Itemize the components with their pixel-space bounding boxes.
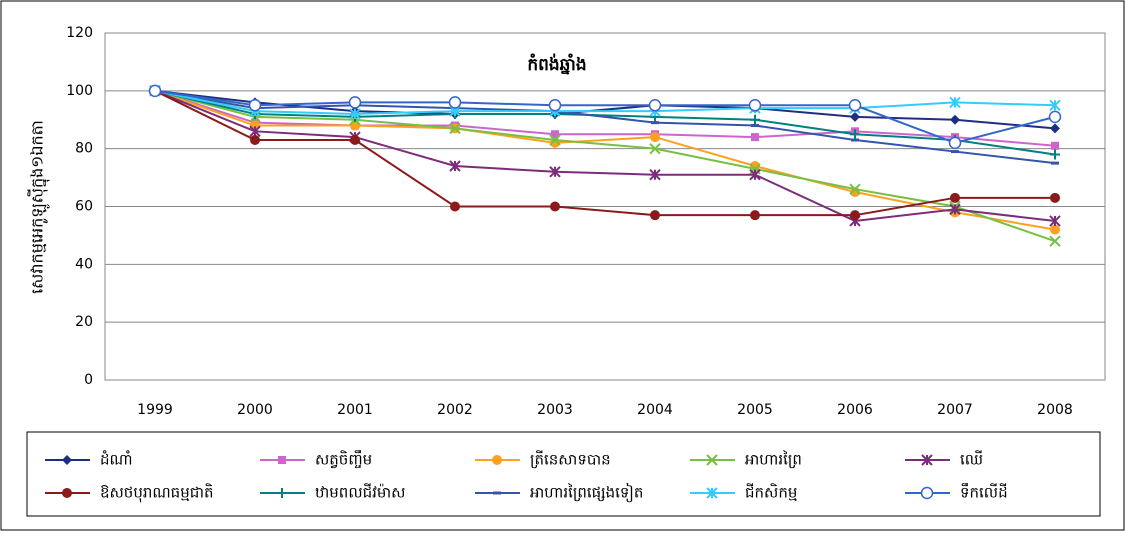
data-point (1051, 141, 1059, 150)
data-point (548, 99, 562, 112)
legend-marker (278, 456, 286, 464)
x-tick-label: 2008 (1037, 402, 1073, 418)
data-point (649, 168, 661, 181)
y-tick-label: 20 (75, 314, 93, 330)
data-point (348, 96, 362, 109)
legend-marker (62, 488, 72, 498)
legend-label: ត្រីនេសាទបាន (530, 450, 611, 469)
data-point (1048, 110, 1062, 124)
data-point (649, 142, 661, 155)
legend-marker (920, 486, 934, 500)
x-tick-label: 2003 (537, 402, 573, 418)
data-point (549, 134, 561, 146)
legend-label: ដំណាំ (100, 450, 133, 469)
x-tick-label: 2004 (637, 402, 673, 418)
legend-label: អាហារព្រៃ (745, 450, 802, 469)
data-point (748, 99, 762, 112)
data-point (1050, 149, 1060, 160)
series-line (154, 89, 1056, 115)
data-point (349, 108, 361, 120)
data-point (849, 183, 861, 195)
x-tick-label: 1999 (137, 402, 173, 418)
series-line (154, 89, 1056, 147)
data-point (1050, 224, 1060, 235)
data-point (1049, 215, 1061, 227)
x-tick-label: 2006 (837, 402, 873, 418)
legend-marker (277, 488, 287, 498)
data-point (648, 99, 662, 112)
data-point (650, 132, 660, 143)
data-point (850, 111, 860, 122)
x-tick-label: 2007 (937, 402, 973, 418)
data-point (1050, 192, 1060, 203)
data-point (850, 129, 860, 140)
data-point (750, 114, 760, 125)
series-line (154, 89, 1056, 156)
series-line (154, 89, 1055, 217)
series-line (154, 89, 1056, 165)
data-point (148, 84, 162, 98)
x-tick-label: 2002 (437, 402, 473, 418)
legend-marker (492, 455, 502, 465)
legend-marker (921, 454, 933, 466)
data-point (550, 201, 560, 212)
data-point (949, 96, 961, 109)
y-tick-label: 100 (66, 83, 93, 99)
y-tick-label: 40 (75, 256, 93, 272)
chart-title: កំពង់ឆ្នាំង (527, 53, 586, 75)
legend-box (26, 431, 1101, 517)
data-point (1049, 99, 1061, 111)
data-point (949, 203, 961, 216)
legend-marker (706, 487, 718, 499)
series-line (154, 89, 1056, 243)
data-point (450, 201, 460, 212)
data-point (850, 210, 860, 221)
data-point (549, 166, 561, 178)
y-tick-label: 120 (66, 25, 93, 41)
data-point (248, 99, 262, 112)
legend-marker (62, 455, 72, 465)
data-point (448, 96, 462, 109)
legend-marker (706, 454, 718, 466)
legend-label: សត្វចិញ្ចឹម (315, 450, 372, 469)
data-point (750, 210, 760, 221)
data-point (848, 99, 862, 112)
y-tick-label: 0 (84, 372, 93, 388)
data-point (948, 136, 962, 150)
data-point (449, 160, 461, 172)
data-point (350, 134, 360, 145)
data-point (950, 192, 960, 203)
y-tick-label: 80 (75, 141, 93, 157)
data-point (449, 122, 461, 135)
data-point (749, 168, 761, 181)
legend-label: ឋាមពលជីវម៉ាស (315, 483, 405, 502)
data-point (250, 134, 260, 145)
legend-label: ឈើ (960, 450, 983, 469)
series-line (154, 89, 1056, 222)
data-point (751, 133, 759, 142)
legend-label: អាហារព្រៃផ្សេងទៀត (530, 483, 643, 503)
data-point (551, 130, 559, 139)
series-line (154, 89, 1056, 144)
y-tick-label: 60 (75, 199, 93, 215)
x-tick-label: 2005 (737, 402, 773, 418)
x-tick-label: 2001 (337, 402, 373, 418)
data-point (950, 114, 960, 125)
x-tick-label: 2000 (237, 402, 273, 418)
legend-label: ជីកសិកម្ម (745, 483, 797, 502)
series-line (154, 89, 1056, 231)
data-point (650, 210, 660, 221)
data-point (1049, 235, 1061, 247)
data-point (1050, 123, 1060, 134)
legend-label: ទឹកលើដី (960, 483, 1008, 502)
legend-label: ឱសថបុរាណធម្មជាតិ (100, 483, 214, 503)
data-point (249, 125, 261, 138)
